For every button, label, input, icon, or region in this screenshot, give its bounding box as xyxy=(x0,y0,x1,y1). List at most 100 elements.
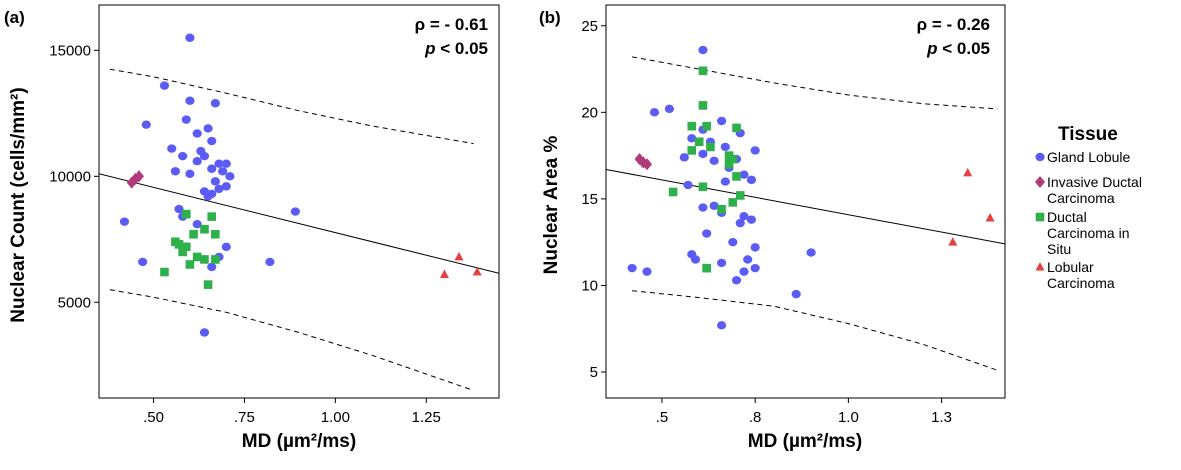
panel-a-point-ductal-carcinoma-in-situ xyxy=(160,267,169,277)
panel-b-point-gland-lobule xyxy=(709,201,719,211)
legend-item-invasive-ductal-carcinoma: Invasive Ductal Carcinoma xyxy=(1035,174,1142,206)
panel-b-point-gland-lobule xyxy=(716,321,727,330)
panel-a-point-ductal-carcinoma-in-situ xyxy=(185,260,195,269)
panel-a-axes: .50 .75 1.00 1.25 5000 10000 15000 xyxy=(49,42,441,426)
panel-b-point-gland-lobule xyxy=(664,104,674,114)
panel-a-point-gland-lobule xyxy=(174,204,184,214)
panel-a-point-gland-lobule xyxy=(207,262,217,272)
panel-b-rho-label: ρ = - 0.26 xyxy=(917,15,990,34)
panel-a-point-gland-lobule xyxy=(203,124,213,133)
panel-a-fit-line xyxy=(99,173,499,274)
panel-b-point-ductal-carcinoma-in-situ xyxy=(732,123,741,133)
panel-b-point-gland-lobule xyxy=(690,255,701,264)
panel-b-point-ductal-carcinoma-in-situ xyxy=(698,182,708,192)
panel-a-plot-frame xyxy=(98,4,500,399)
panel-b-plot-area xyxy=(606,45,1005,371)
panel-a-point-gland-lobule xyxy=(159,81,170,90)
panel-b-point-lobular-carcinoma xyxy=(985,212,995,222)
panel-a-point-gland-lobule xyxy=(221,242,231,252)
panel-b-x-axis-label: MD (µm²/ms) xyxy=(748,431,862,452)
panel-b-lines xyxy=(606,56,1005,371)
panel-b-point-gland-lobule xyxy=(709,156,719,166)
panel-a-label: (a) xyxy=(4,8,25,27)
panel-b-point-ductal-carcinoma-in-situ xyxy=(732,172,741,181)
panel-a-point-gland-lobule xyxy=(199,328,210,337)
panel-b-point-gland-lobule xyxy=(716,116,727,126)
panel-a-point-ductal-carcinoma-in-situ xyxy=(178,247,187,257)
panel-a-point-gland-lobule xyxy=(170,167,180,176)
panel-a-point-ductal-carcinoma-in-situ xyxy=(174,240,184,249)
panel-b-point-gland-lobule xyxy=(739,267,749,276)
legend-label-invasive-ductal-carcinoma: Invasive Ductal Carcinoma xyxy=(1047,174,1142,206)
panel-b-point-lobular-carcinoma xyxy=(963,167,973,177)
panel-a-x-axis-label: MD (µm²/ms) xyxy=(242,431,356,452)
panel-b-p-value: < 0.05 xyxy=(938,39,990,58)
panel-a-point-gland-lobule xyxy=(119,217,130,226)
panel-b-point-gland-lobule xyxy=(716,258,727,268)
panel-b-fit-line xyxy=(606,168,1005,245)
panel-b-point-ductal-carcinoma-in-situ xyxy=(702,263,711,273)
panel-b-point-gland-lobule xyxy=(735,218,745,228)
panel-a-point-gland-lobule xyxy=(192,156,202,166)
panel-b-point-gland-lobule xyxy=(702,229,712,238)
panel-b-series-lobular-carcinoma xyxy=(948,167,995,246)
panel-a-point-gland-lobule xyxy=(210,99,220,108)
panel-b-point-ductal-carcinoma-in-situ xyxy=(698,66,708,76)
panel-b-point-gland-lobule xyxy=(698,45,708,55)
panel-a-point-ductal-carcinoma-in-situ xyxy=(200,224,209,234)
panel-a-series-gland-lobule xyxy=(119,33,300,337)
panel-b-y-axis-label: Nuclear Area % xyxy=(541,136,562,275)
panel-a-point-gland-lobule xyxy=(192,219,202,229)
panel-a-ci-lower-line xyxy=(109,289,474,391)
panel-a-p-value: < 0.05 xyxy=(436,39,488,58)
panel-a-point-gland-lobule xyxy=(167,144,177,153)
panel-b-point-ductal-carcinoma-in-situ xyxy=(694,137,704,147)
panel-a-y-axis-label: Nuclear Count (cells/mm²) xyxy=(8,87,29,322)
legend-item-lobular-carcinoma: Lobular Carcinoma xyxy=(1035,259,1115,291)
panel-a-series-lobular-carcinoma xyxy=(439,251,482,279)
panel-b-label: (b) xyxy=(539,8,561,27)
panel-b-point-gland-lobule xyxy=(698,203,708,212)
panel-b-y-tick-label: 10 xyxy=(581,277,598,294)
panel-b-point-gland-lobule xyxy=(720,177,730,186)
panel-b-point-gland-lobule xyxy=(739,170,749,179)
legend-label-gland-lobule: Gland Lobule xyxy=(1047,149,1131,165)
panel-a-point-lobular-carcinoma xyxy=(439,269,449,279)
panel-b-point-gland-lobule xyxy=(679,153,689,162)
panel-b-x-tick-label: .5 xyxy=(656,409,669,426)
panel-a-point-gland-lobule xyxy=(221,182,231,191)
panel-b-point-ductal-carcinoma-in-situ xyxy=(735,191,745,200)
panel-a-point-gland-lobule xyxy=(181,115,191,124)
panel-b-series-ductal-carcinoma-in-situ xyxy=(668,66,745,273)
panel-a-point-gland-lobule xyxy=(207,136,217,146)
panel-a-point-gland-lobule xyxy=(210,177,220,186)
panel-a-plot-area xyxy=(99,33,499,391)
panel-a-point-gland-lobule xyxy=(225,172,235,181)
panel-a-point-gland-lobule xyxy=(178,151,188,161)
panel-a-point-gland-lobule xyxy=(290,207,300,216)
panel-b-y-tick-label: 25 xyxy=(581,18,598,35)
panel-a-point-ductal-carcinoma-in-situ xyxy=(192,252,202,262)
panel-a-point-ductal-carcinoma-in-situ xyxy=(181,209,191,219)
panel-a-point-gland-lobule xyxy=(207,164,217,173)
panel-b-series-gland-lobule xyxy=(627,45,816,330)
panel-b-point-gland-lobule xyxy=(791,289,801,299)
panel-a-series-invasive-ductal-carcinoma xyxy=(126,170,144,189)
panel-b-point-gland-lobule xyxy=(750,146,760,155)
panel-a-x-tick-label: 1.00 xyxy=(321,409,350,426)
panel-b-point-gland-lobule xyxy=(743,255,753,264)
panel-a-point-ductal-carcinoma-in-situ xyxy=(200,255,209,264)
panel-b-point-ductal-carcinoma-in-situ xyxy=(702,121,711,131)
panel-b-point-gland-lobule xyxy=(739,212,749,221)
panel-a-series-ductal-carcinoma-in-situ xyxy=(160,209,220,289)
panel-b-series-invasive-ductal-carcinoma xyxy=(634,153,653,171)
panel-b-point-ductal-carcinoma-in-situ xyxy=(728,154,738,164)
panel-a-point-ductal-carcinoma-in-situ xyxy=(211,229,220,239)
panel-a-point-gland-lobule xyxy=(192,129,202,138)
panel-b-point-gland-lobule xyxy=(746,215,757,224)
panel-b-point-ductal-carcinoma-in-situ xyxy=(698,101,708,110)
panel-b-y-tick-label: 20 xyxy=(581,104,598,121)
panel-a-point-gland-lobule xyxy=(141,120,151,129)
panel-b-x-tick-label: 1.0 xyxy=(838,409,859,426)
